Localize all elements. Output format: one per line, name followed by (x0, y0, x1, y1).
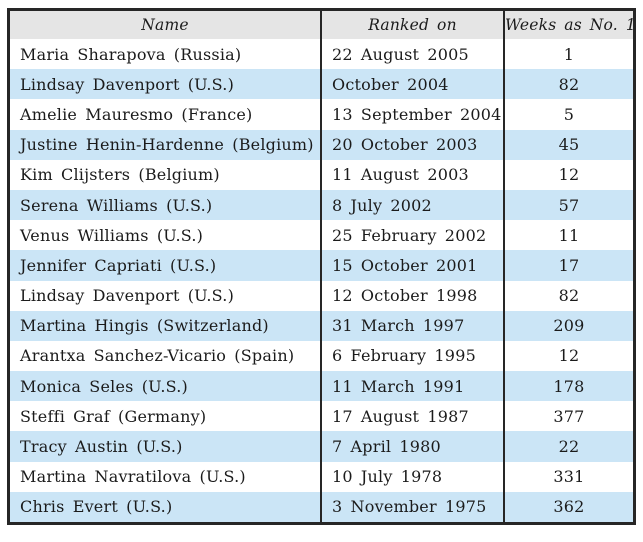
cell-ranked-on: October 2004 (320, 69, 504, 100)
cell-name: Steffi Graf (Germany) (20, 406, 207, 426)
cell-ranked-on: 20 October 2003 (320, 129, 504, 160)
cell-ranked-on: 8 July 2002 (320, 189, 504, 221)
table-body: Maria Sharapova (Russia) 22 August 2005 1 L… (10, 39, 633, 522)
cell-name: Maria Sharapova (Russia) (20, 44, 242, 64)
cell-name: Lindsay Davenport (U.S.) (20, 286, 235, 306)
cell-name: Justine Henin-Hardenne (Belgium) (20, 135, 314, 155)
cell-ranked-on: 6 February 1995 (320, 340, 504, 372)
cell-ranked-on: 22 August 2005 (320, 39, 504, 70)
cell-weeks: 17 (503, 250, 633, 281)
cell-weeks: 362 (503, 491, 633, 522)
header-row: Name Ranked on Weeks as No. 1 (10, 11, 633, 39)
cell-weeks: 5 (503, 99, 633, 130)
rankings-table: Name Ranked on Weeks as No. 1 Maria Shar… (10, 11, 633, 522)
cell-name: Jennifer Capriati (U.S.) (20, 255, 217, 275)
cell-name: Martina Hingis (Switzerland) (20, 316, 269, 336)
cell-ranked-on: 17 August 1987 (320, 401, 504, 432)
cell-weeks: 12 (503, 159, 633, 190)
table-row: Lindsay Davenport (U.S.) October 2004 82 (10, 69, 633, 100)
table-row: Venus Williams (U.S.) 25 February 2002 11 (10, 220, 633, 251)
cell-weeks: 57 (503, 189, 633, 221)
cell-weeks: 11 (503, 220, 633, 251)
cell-weeks: 377 (503, 401, 633, 432)
cell-weeks: 209 (503, 310, 633, 341)
table-row: Maria Sharapova (Russia) 22 August 2005 1 (10, 39, 633, 70)
cell-weeks: 82 (503, 69, 633, 100)
cell-ranked-on: 12 October 1998 (320, 280, 504, 311)
cell-weeks: 82 (503, 280, 633, 311)
cell-name: Tracy Austin (U.S.) (20, 437, 183, 457)
table-row: Arantxa Sanchez-Vicario (Spain) 6 Februar… (10, 340, 633, 372)
cell-weeks: 331 (503, 461, 633, 492)
col-header-weeks: Weeks as No. 1 (503, 11, 633, 39)
cell-name: Monica Seles (U.S.) (20, 376, 188, 396)
col-header-ranked-on: Ranked on (320, 11, 504, 39)
cell-name: Martina Navratilova (U.S.) (20, 467, 246, 487)
table-row: Amelie Mauresmo (France) 13 September 200… (10, 99, 633, 130)
cell-name: Kim Clijsters (Belgium) (20, 165, 220, 185)
table-row: Jennifer Capriati (U.S.) 15 October 2001 1… (10, 250, 633, 281)
cell-ranked-on: 10 July 1978 (320, 461, 504, 492)
cell-ranked-on: 31 March 1997 (320, 310, 504, 341)
col-header-name: Name (10, 11, 321, 39)
table-row: Chris Evert (U.S.) 3 November 1975 362 (10, 491, 633, 522)
table-row: Tracy Austin (U.S.) 7 April 1980 22 (10, 431, 633, 462)
cell-ranked-on: 11 March 1991 (320, 371, 504, 402)
table-row: Justine Henin-Hardenne (Belgium) 20 Octob… (10, 129, 633, 160)
cell-name: Arantxa Sanchez-Vicario (Spain) (20, 346, 295, 366)
cell-name: Chris Evert (U.S.) (20, 497, 173, 517)
cell-ranked-on: 15 October 2001 (320, 250, 504, 281)
table-row: Martina Navratilova (U.S.) 10 July 1978 33… (10, 461, 633, 492)
cell-ranked-on: 25 February 2002 (320, 220, 504, 251)
cell-ranked-on: 11 August 2003 (320, 159, 504, 190)
cell-name: Venus Williams (U.S.) (20, 225, 204, 245)
table-row: Monica Seles (U.S.) 11 March 1991 178 (10, 371, 633, 402)
table-row: Kim Clijsters (Belgium) 11 August 2003 12 (10, 159, 633, 190)
cell-ranked-on: 3 November 1975 (320, 491, 504, 522)
table-row: Serena Williams (U.S.) 8 July 2002 57 (10, 189, 633, 221)
cell-weeks: 1 (503, 39, 633, 70)
cell-name: Lindsay Davenport (U.S.) (20, 74, 235, 94)
cell-weeks: 178 (503, 371, 633, 402)
table-row: Martina Hingis (Switzerland) 31 March 199… (10, 310, 633, 341)
cell-name: Amelie Mauresmo (France) (20, 104, 253, 124)
cell-ranked-on: 7 April 1980 (320, 431, 504, 462)
cell-name: Serena Williams (U.S.) (20, 195, 213, 215)
cell-weeks: 45 (503, 129, 633, 160)
table-row: Steffi Graf (Germany) 17 August 1987 377 (10, 401, 633, 432)
rankings-table-frame: Name Ranked on Weeks as No. 1 Maria Shar… (7, 8, 636, 525)
cell-weeks: 12 (503, 340, 633, 372)
table-row: Lindsay Davenport (U.S.) 12 October 1998 8… (10, 280, 633, 311)
cell-ranked-on: 13 September 2004 (320, 99, 504, 130)
cell-weeks: 22 (503, 431, 633, 462)
